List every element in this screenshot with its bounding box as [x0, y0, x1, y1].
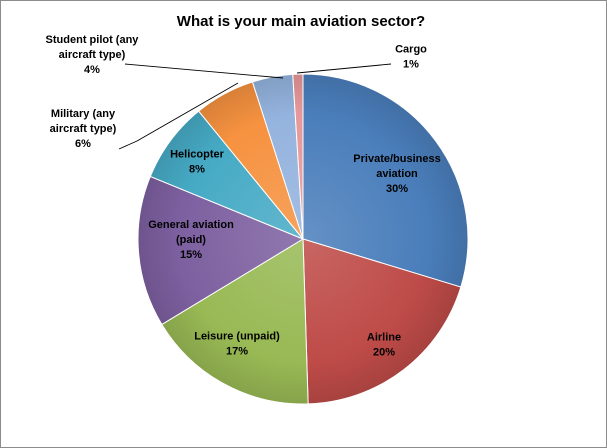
- pie-slice-leisure-unpaid: [161, 238, 309, 405]
- slice-label-helicopter: Helicopter 8%: [170, 149, 225, 176]
- slice-label-line: Leisure (unpaid): [194, 331, 280, 343]
- slice-label-line: Military (any: [51, 108, 116, 120]
- slice-label-line: General aviation: [148, 219, 234, 231]
- slice-label-line: Student pilot (any: [46, 34, 140, 46]
- slice-percent: 20%: [373, 347, 395, 359]
- slice-percent: 1%: [403, 59, 419, 71]
- slice-label-general-aviation-paid: General aviation (paid) 15%: [148, 219, 234, 261]
- chart-title: What is your main aviation sector?: [177, 13, 425, 30]
- leader-line-military-any-aircraft-type: [118, 82, 239, 150]
- slice-label-airline: Airline 20%: [367, 332, 401, 359]
- slice-labels: Private/business aviation 30% Airline 20% Lei…: [46, 34, 441, 359]
- slice-label-line: Airline: [367, 332, 401, 344]
- leader-lines: [118, 63, 392, 150]
- slice-percent: 6%: [75, 138, 91, 150]
- leader-line-cargo: [296, 63, 392, 74]
- slice-label-leisure-unpaid: Leisure (unpaid) 17%: [194, 331, 280, 358]
- slice-label-line: Private/business: [353, 153, 440, 165]
- slice-label-student-pilot-any-aircraft-type: Student pilot (any aircraft type) 4%: [46, 34, 140, 76]
- slice-label-line: aircraft type): [59, 49, 126, 61]
- slice-label-military-any-aircraft-type: Military (any aircraft type) 6%: [50, 108, 117, 150]
- slice-percent: 4%: [84, 64, 100, 76]
- slice-label-line: aircraft type): [50, 123, 117, 135]
- slice-label-private-business-aviation: Private/business aviation 30%: [353, 153, 440, 195]
- pie-slices: [137, 73, 469, 405]
- pie-slice-cargo: [292, 73, 304, 240]
- pie-slice-airline: [302, 238, 462, 405]
- slice-label-line: (paid): [176, 234, 206, 246]
- slice-percent: 30%: [386, 183, 408, 195]
- slice-label-line: aviation: [376, 168, 418, 180]
- slice-percent: 8%: [189, 164, 205, 176]
- slice-percent: 15%: [180, 249, 202, 261]
- slice-label-cargo: Cargo 1%: [395, 44, 427, 71]
- pie-slice-private-business-aviation: [302, 73, 469, 288]
- slice-label-line: Cargo: [395, 44, 427, 56]
- leader-line-student-pilot-any-aircraft-type: [124, 63, 284, 79]
- pie-slice-general-aviation-paid: [137, 175, 305, 326]
- slice-label-line: Helicopter: [170, 149, 225, 161]
- slice-percent: 17%: [226, 346, 248, 358]
